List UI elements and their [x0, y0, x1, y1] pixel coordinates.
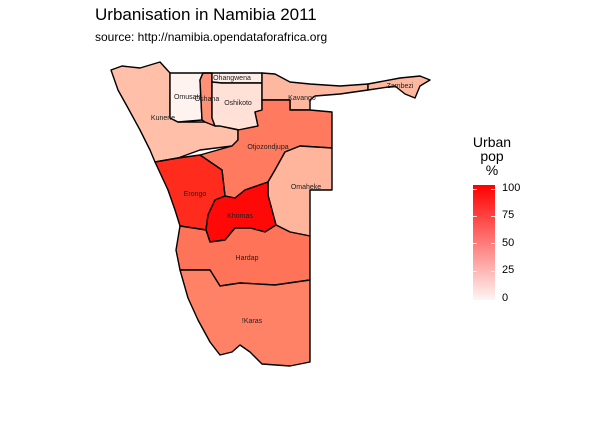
map-title: Urbanisation in Namibia 2011	[95, 5, 317, 24]
region-karas	[179, 269, 311, 367]
label-ohangwena: Ohangwena	[213, 75, 251, 82]
label-omaheke: Omaheke	[291, 184, 321, 191]
legend-tick-label-50: 50	[502, 237, 515, 249]
legend-tick-label-25: 25	[502, 264, 515, 276]
label-zambezi: Zambezi	[387, 83, 414, 90]
legend-colorbar	[473, 185, 495, 300]
label-otjozondjupa: Otjozondjupa	[247, 144, 288, 151]
label-erongo: Erongo	[184, 191, 207, 198]
color-legend: Urban pop % 100 75 50 25 0	[467, 135, 520, 304]
label-omusati: Omusati	[174, 94, 201, 101]
legend-title: Urban pop %	[467, 135, 517, 177]
legend-title-line1: Urban	[472, 134, 512, 150]
label-kavango: Kavango	[288, 95, 316, 102]
label-oshana: Oshana	[195, 96, 220, 103]
label-kunene: Kunene	[151, 115, 175, 122]
label-oshikoto: Oshikoto	[224, 100, 252, 107]
label-khomas: Khomas	[227, 213, 253, 220]
map-subtitle: source: http://namibia.opendataforafrica…	[95, 30, 328, 44]
legend-title-line2: pop	[480, 148, 504, 164]
legend-title-line3: %	[485, 162, 499, 178]
label-hardap: Hardap	[236, 255, 259, 262]
legend-tick-label-100: 100	[502, 182, 521, 194]
label-karas: !Karas	[242, 318, 263, 325]
legend-tick-label-75: 75	[502, 209, 515, 221]
legend-tick-label-0: 0	[502, 292, 509, 304]
region-zambezi	[367, 75, 431, 99]
